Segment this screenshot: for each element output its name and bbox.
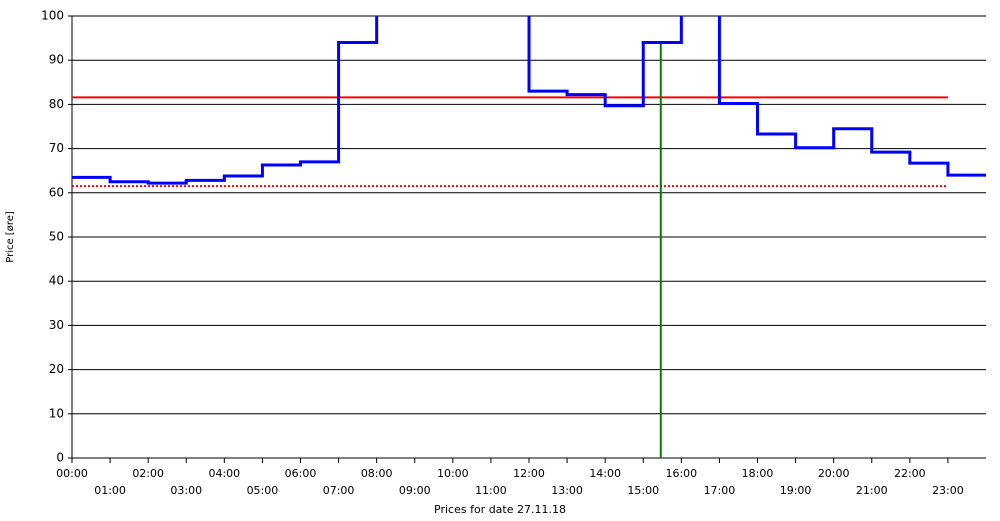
- x-tick-label: 02:00: [132, 467, 164, 480]
- x-tick-label: 08:00: [361, 467, 393, 480]
- y-tick-label: 70: [49, 141, 64, 155]
- x-tick-label: 07:00: [323, 484, 355, 497]
- x-tick-label: 11:00: [475, 484, 507, 497]
- y-tick-label: 30: [49, 318, 64, 332]
- plot-area: [72, 16, 986, 458]
- x-tick-label: 04:00: [208, 467, 240, 480]
- x-tick-label: 06:00: [285, 467, 317, 480]
- x-tick-label: 16:00: [665, 467, 697, 480]
- x-tick-label: 22:00: [894, 467, 926, 480]
- x-tick-label: 17:00: [704, 484, 736, 497]
- y-tick-label: 10: [49, 406, 64, 420]
- x-tick-label: 19:00: [780, 484, 812, 497]
- y-tick-label: 80: [49, 97, 64, 111]
- y-axis-title: Price [øre]: [5, 211, 16, 263]
- x-tick-label: 12:00: [513, 467, 545, 480]
- x-tick-label: 14:00: [589, 467, 621, 480]
- y-tick-label: 0: [56, 451, 64, 465]
- x-tick-label: 23:00: [932, 484, 964, 497]
- y-tick-label: 100: [41, 9, 64, 23]
- x-tick-label: 20:00: [818, 467, 850, 480]
- y-tick-label: 20: [49, 362, 64, 376]
- x-tick-label: 13:00: [551, 484, 583, 497]
- x-tick-label: 15:00: [627, 484, 659, 497]
- x-tick-label: 09:00: [399, 484, 431, 497]
- y-tick-label: 60: [49, 185, 64, 199]
- x-tick-label: 01:00: [94, 484, 126, 497]
- y-tick-label: 40: [49, 274, 64, 288]
- x-tick-label: 21:00: [856, 484, 888, 497]
- y-tick-label: 90: [49, 53, 64, 67]
- x-tick-label: 00:00: [56, 467, 88, 480]
- y-tick-label: 50: [49, 230, 64, 244]
- x-tick-label: 03:00: [170, 484, 202, 497]
- x-tick-label: 18:00: [742, 467, 774, 480]
- x-axis-title: Prices for date 27.11.18: [434, 503, 566, 516]
- x-tick-label: 10:00: [437, 467, 469, 480]
- x-tick-label: 05:00: [247, 484, 279, 497]
